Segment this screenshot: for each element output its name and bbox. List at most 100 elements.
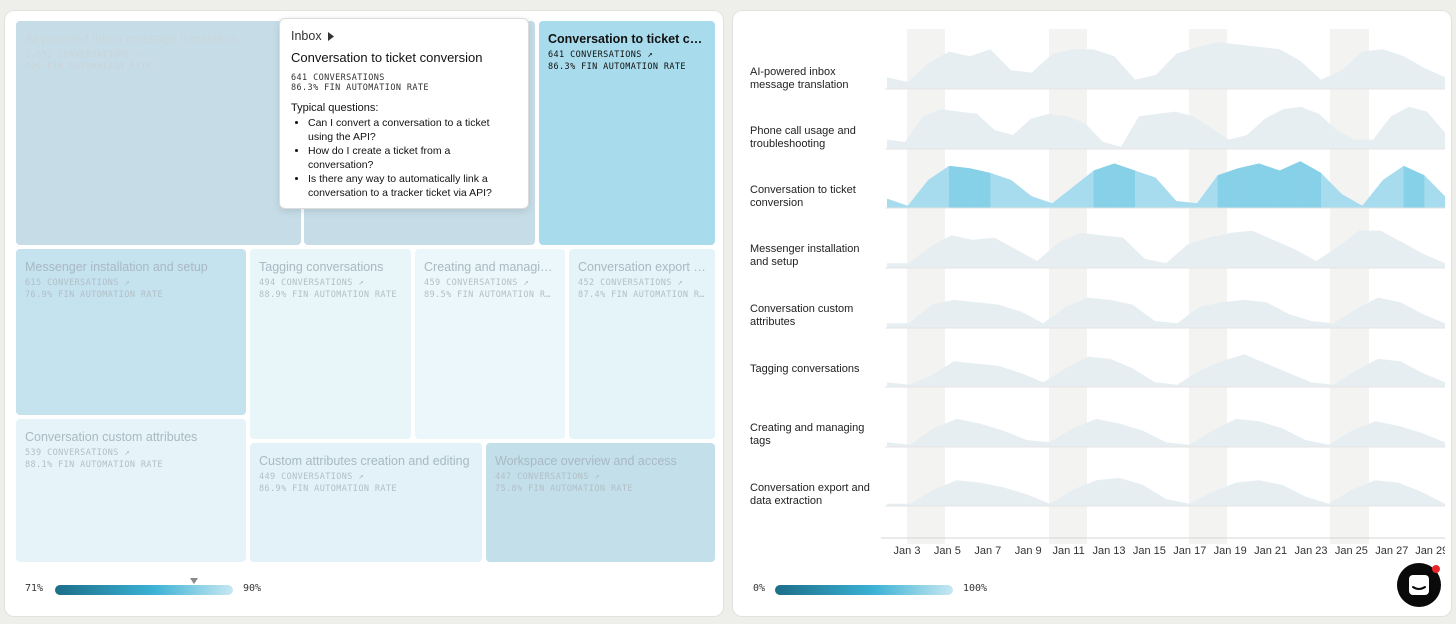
series-label: AI-powered inbox message translation — [750, 66, 849, 91]
tooltip-breadcrumb[interactable]: Inbox — [291, 29, 517, 43]
x-tick-label: Jan 13 — [1092, 545, 1126, 557]
series-area-segment — [1238, 163, 1259, 208]
tile-rate: 86.9% FIN AUTOMATION RATE — [259, 483, 397, 494]
tile-rate: 88.1% FIN AUTOMATION RATE — [25, 459, 163, 470]
legend-min: 0% — [753, 583, 766, 594]
series-area — [887, 106, 1445, 149]
tile-title: Creating and managing tags — [424, 260, 556, 274]
tooltip-questions-label: Typical questions: — [291, 102, 379, 114]
series-area-segment — [1279, 161, 1301, 208]
tile-rate: 86.3% FIN AUTOMATION RATE — [548, 61, 686, 72]
x-tick-label: Jan 25 — [1334, 545, 1368, 557]
tile-conversations: 449 CONVERSATIONS ↗ — [259, 472, 365, 482]
tile-conversations: 539 CONVERSATIONS ↗ — [25, 448, 131, 458]
treemap-tile[interactable]: Workspace overview and access 447 CONVER… — [486, 443, 715, 562]
tile-title: Messenger installation and setup — [25, 260, 208, 274]
weekend-band — [1330, 29, 1369, 544]
tile-rate: 87.4% FIN AUTOMATION RATE — [578, 289, 706, 300]
series-area-segment — [1259, 163, 1280, 208]
series-area — [887, 297, 1445, 328]
legend-gradient-bar — [775, 585, 953, 595]
external-link-icon: ↗ — [594, 472, 601, 482]
treemap-tile[interactable]: Conversation custom attributes 539 CONVE… — [16, 419, 246, 562]
legend-max: 100% — [963, 583, 988, 594]
x-tick-label: Jan 11 — [1052, 545, 1085, 557]
tile-conversations: 494 CONVERSATIONS ↗ — [259, 278, 365, 288]
x-tick-label: Jan 27 — [1375, 545, 1409, 557]
tile-conversations: 447 CONVERSATIONS ↗ — [495, 472, 601, 482]
x-tick-label: Jan 17 — [1173, 545, 1207, 557]
treemap-tile-selected[interactable]: Conversation to ticket conversion 641 CO… — [539, 21, 715, 245]
tooltip-questions: Can I convert a conversation to a ticket… — [291, 116, 517, 200]
series-label: Tagging conversations — [750, 363, 860, 375]
external-link-icon: ↗ — [135, 50, 142, 60]
tile-title: Tagging conversations — [259, 260, 384, 274]
tooltip-question: Can I convert a conversation to a ticket… — [308, 116, 517, 144]
x-tick-label: Jan 9 — [1014, 545, 1042, 557]
series-area — [887, 230, 1445, 268]
tile-rate: 75.8% FIN AUTOMATION RATE — [495, 483, 633, 494]
treemap-tile[interactable]: AI-powered inbox message translation 1,0… — [16, 21, 301, 245]
series-label: Creating and managing tags — [750, 422, 865, 447]
x-tick-label: Jan 29 — [1415, 545, 1446, 557]
series-area-segment — [949, 165, 970, 208]
tooltip-question: How do I create a ticket from a conversa… — [308, 144, 517, 172]
tile-rate: 89.5% FIN AUTOMATION RATE — [424, 289, 556, 300]
topic-tooltip: Inbox Conversation to ticket conversion … — [279, 18, 529, 209]
treemap-tile[interactable]: Creating and managing tags 459 CONVERSAT… — [415, 249, 565, 439]
tile-rate: 88.9% FIN AUTOMATION RATE — [259, 289, 397, 300]
tile-title: Conversation custom attributes — [25, 430, 198, 444]
tile-conversations: 452 CONVERSATIONS ↗ — [578, 278, 684, 288]
external-link-icon: ↗ — [124, 278, 131, 288]
series-area-segment — [1093, 163, 1115, 208]
tooltip-title: Conversation to ticket conversion — [291, 50, 483, 65]
external-link-icon: ↗ — [358, 472, 365, 482]
treemap-tile[interactable]: Custom attributes creation and editing 4… — [250, 443, 482, 562]
breadcrumb-label: Inbox — [291, 29, 322, 43]
area-chart[interactable] — [733, 11, 1452, 617]
x-tick-label: Jan 5 — [933, 545, 961, 557]
tile-rate: 76.9% FIN AUTOMATION RATE — [25, 289, 163, 300]
tooltip-question: Is there any way to automatically link a… — [308, 172, 517, 200]
series-area-segment — [1403, 165, 1425, 208]
x-tick-label: Jan 23 — [1294, 545, 1328, 557]
tile-title: Custom attributes creation and editing — [259, 454, 470, 468]
caret-right-icon — [327, 31, 334, 41]
series-area — [887, 477, 1445, 506]
series-area-segment — [1114, 163, 1135, 208]
series-area-segment — [1217, 168, 1239, 208]
series-label: Phone call usage and troubleshooting — [750, 125, 856, 150]
treemap-tile[interactable]: Tagging conversations 494 CONVERSATIONS … — [250, 249, 411, 439]
weekend-band — [907, 29, 945, 544]
external-link-icon: ↗ — [647, 50, 654, 60]
tile-conversations: 641 CONVERSATIONS ↗ — [548, 50, 654, 60]
tile-conversations: 459 CONVERSATIONS ↗ — [424, 278, 530, 288]
weekend-band — [1049, 29, 1087, 544]
external-link-icon: ↗ — [677, 278, 684, 288]
notification-dot — [1432, 565, 1440, 573]
tile-title: AI-powered inbox message translation — [25, 32, 238, 46]
weekend-band — [1189, 29, 1227, 544]
tooltip-conversations: 641 CONVERSATIONS — [291, 73, 385, 83]
tile-rate: 79% FIN AUTOMATION RATE — [25, 61, 152, 72]
chat-icon — [1409, 575, 1429, 595]
external-link-icon: ↗ — [523, 278, 530, 288]
tile-title: Conversation to ticket conversion — [548, 32, 706, 46]
treemap-tile[interactable]: Messenger installation and setup 615 CON… — [16, 249, 246, 415]
x-tick-label: Jan 19 — [1213, 545, 1247, 557]
chat-launcher-button[interactable] — [1397, 563, 1441, 607]
tile-conversations: 615 CONVERSATIONS ↗ — [25, 278, 131, 288]
series-label: Conversation to ticket conversion — [750, 184, 856, 209]
x-tick-label: Jan 3 — [893, 545, 921, 557]
series-area-segment — [969, 168, 991, 208]
legend-gradient-bar — [55, 585, 233, 595]
external-link-icon: ↗ — [358, 278, 365, 288]
external-link-icon: ↗ — [124, 448, 131, 458]
tooltip-rate: 86.3% FIN AUTOMATION RATE — [291, 83, 429, 93]
legend-max: 90% — [243, 583, 262, 594]
series-label: Messenger installation and setup — [750, 243, 860, 268]
treemap-tile[interactable]: Conversation export and data extraction … — [569, 249, 715, 439]
tile-conversations: 1,052 CONVERSATIONS ↗ — [25, 50, 142, 60]
trend-chart-panel: AI-powered inbox message translation Pho… — [732, 10, 1452, 617]
series-area — [887, 354, 1445, 387]
